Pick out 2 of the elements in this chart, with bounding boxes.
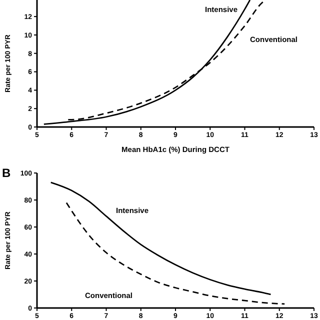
text: B xyxy=(2,166,11,180)
line-series xyxy=(66,202,286,305)
